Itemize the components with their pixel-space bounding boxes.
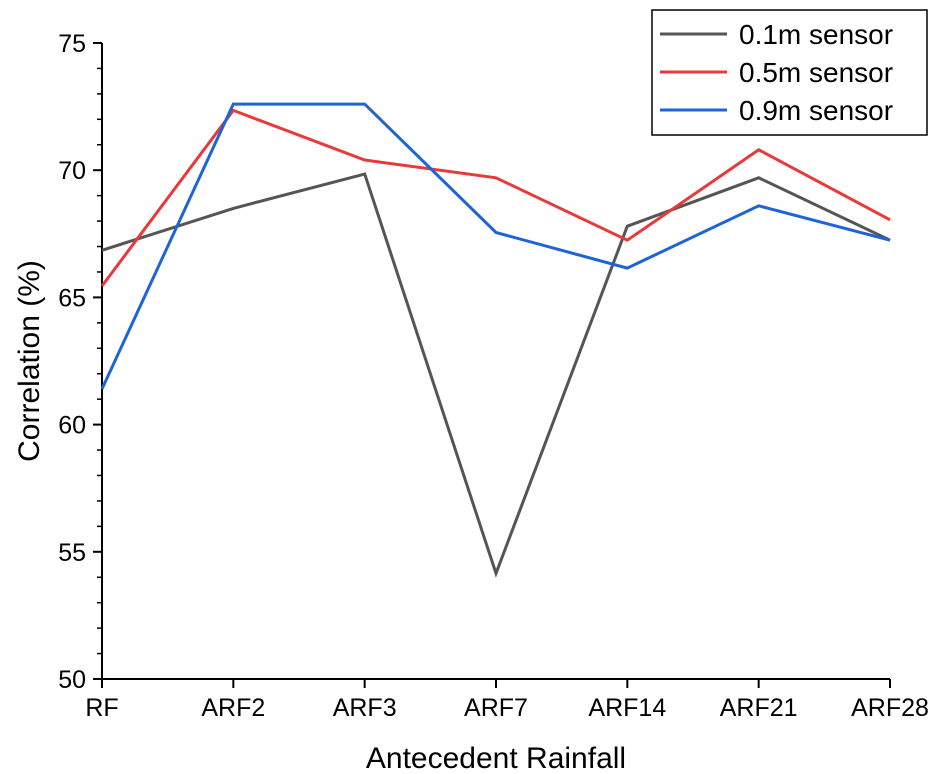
ticks: 50 55 60 65 70 75 RF ARF2 ARF3 ARF7 ARF14 ARF21 ARF2… bbox=[58, 30, 929, 722]
x-axis-title: Antecedent Rainfall bbox=[366, 742, 626, 774]
y-tick-label: 60 bbox=[58, 412, 86, 440]
y-tick-label: 75 bbox=[58, 30, 86, 58]
y-tick-label: 50 bbox=[58, 666, 86, 694]
y-tick-label: 55 bbox=[58, 539, 86, 567]
series-layer bbox=[100, 102, 891, 578]
x-tick-label: ARF14 bbox=[588, 694, 666, 722]
y-axis-title: Correlation (%) bbox=[13, 260, 46, 462]
x-tick-label: ARF7 bbox=[464, 694, 528, 722]
legend: 0.1m sensor 0.5m sensor 0.9m sensor bbox=[651, 9, 928, 136]
x-tick-label: ARF21 bbox=[720, 694, 798, 722]
y-tick-label: 65 bbox=[58, 284, 86, 312]
legend-label: 0.9m sensor bbox=[739, 95, 893, 126]
x-tick-label: ARF3 bbox=[333, 694, 397, 722]
x-tick-label: ARF2 bbox=[201, 694, 265, 722]
series-line-3 bbox=[100, 102, 891, 390]
axes bbox=[101, 43, 890, 680]
series-line-2 bbox=[100, 108, 891, 287]
x-tick-label: ARF28 bbox=[851, 694, 929, 722]
x-tick-label: RF bbox=[85, 694, 118, 722]
series-line-1 bbox=[101, 172, 891, 578]
y-tick-label: 70 bbox=[58, 157, 86, 185]
legend-label: 0.1m sensor bbox=[739, 19, 893, 50]
legend-label: 0.5m sensor bbox=[739, 57, 893, 88]
